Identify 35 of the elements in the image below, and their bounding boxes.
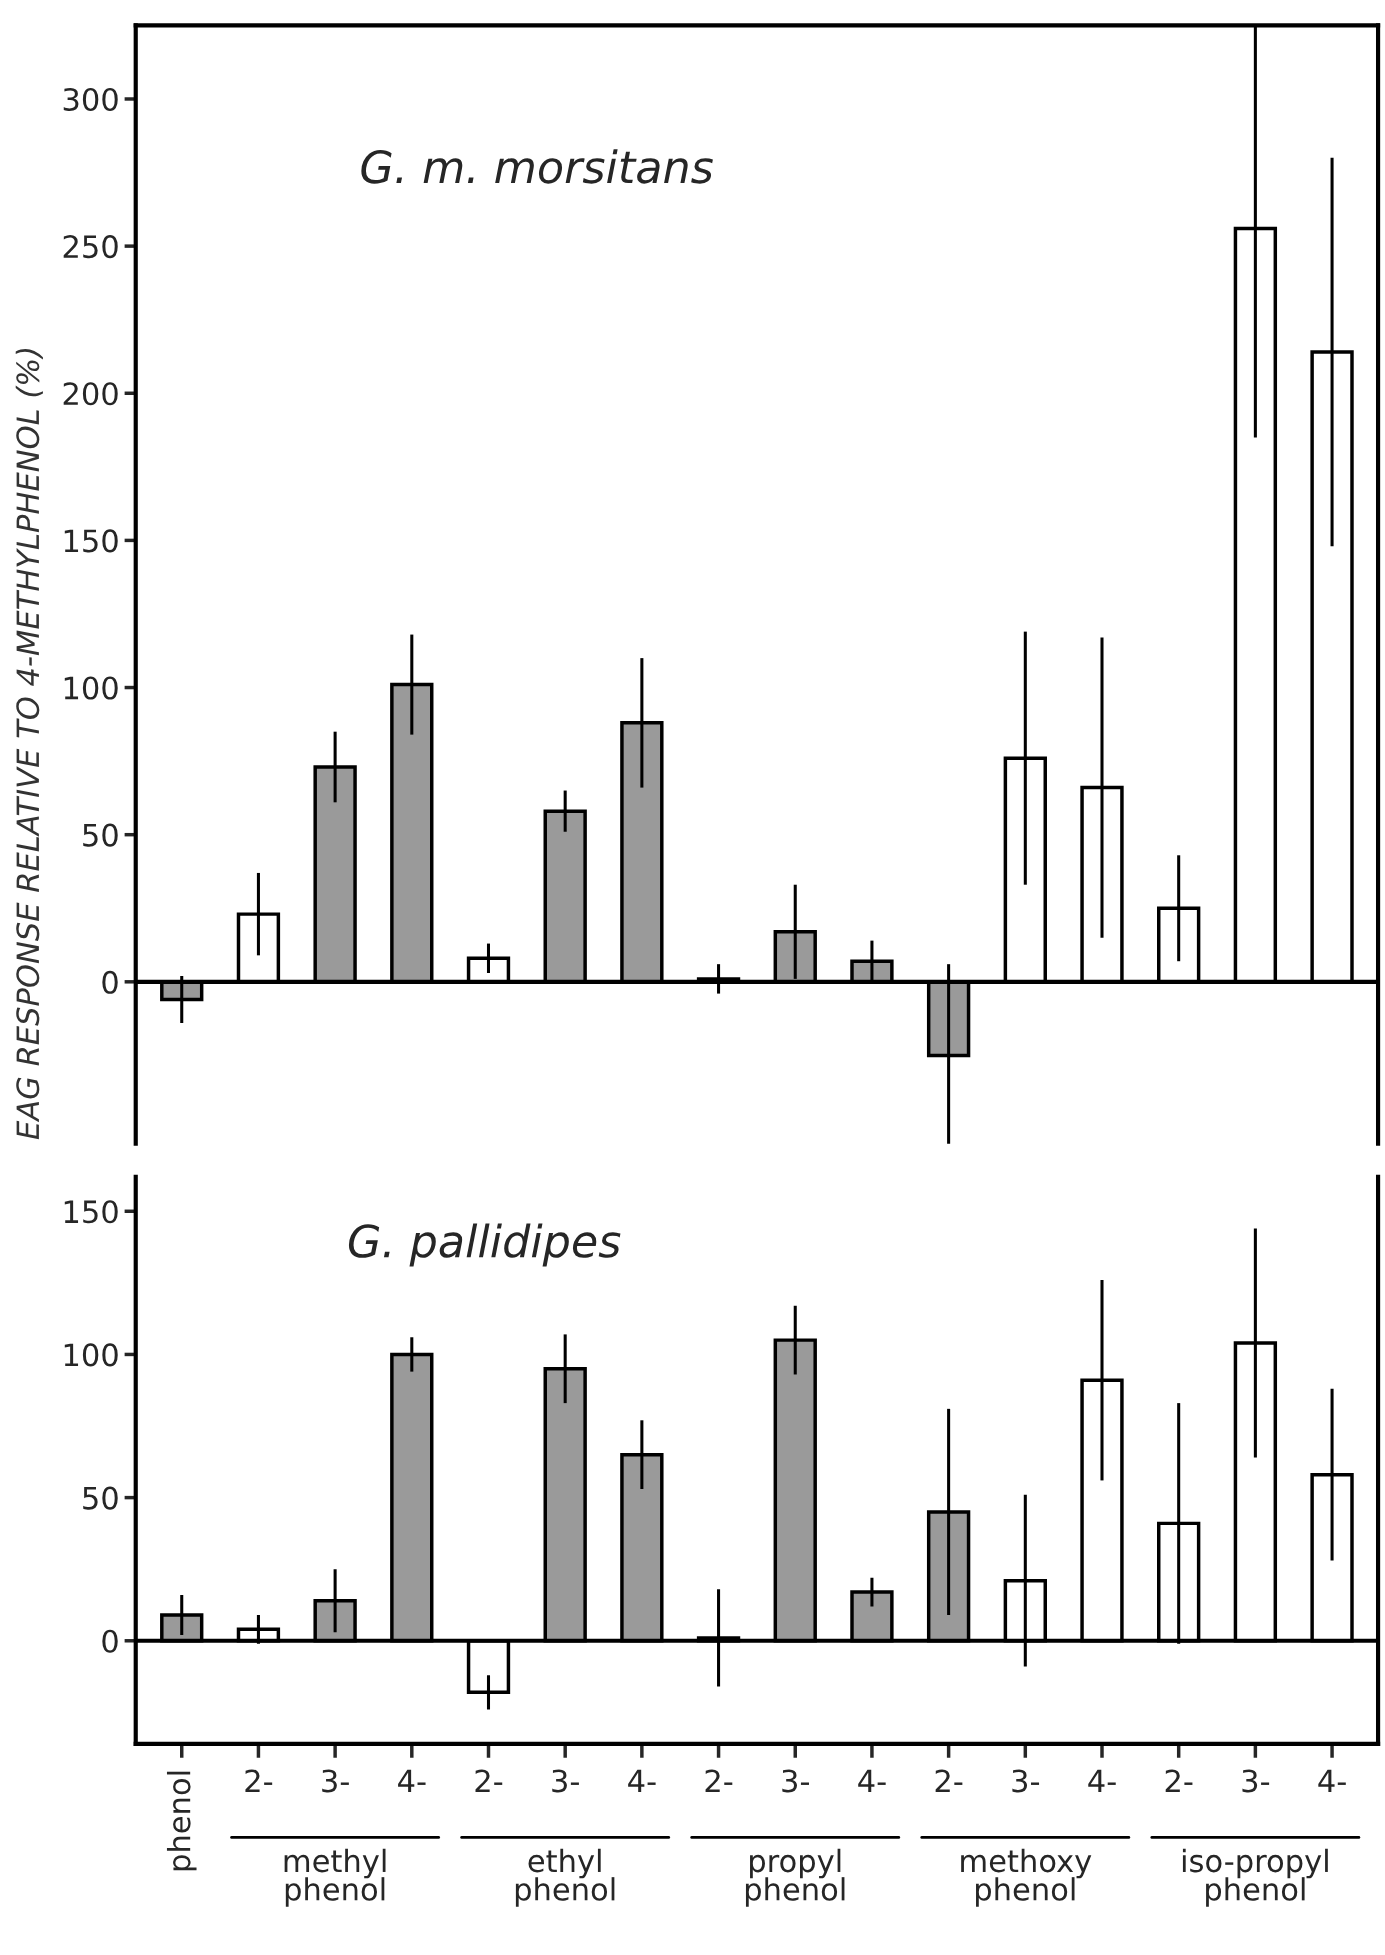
text: G. pallidipes: [348, 1223, 621, 1267]
y-axis-title: EAG RESPONSE RELATIVE TO 4-METHYLPHENOL (%): [15, 348, 43, 1140]
x-tick-label: 2-: [475, 1769, 503, 1793]
x-tick-label: 4-: [1318, 1769, 1346, 1793]
text: G. m. morsitans: [361, 149, 713, 184]
text: methoxy phenol: [961, 1848, 1092, 1907]
x-tick-label: 4-: [858, 1769, 886, 1793]
y-tick-label: 100: [64, 1343, 118, 1367]
y-tick-label: 150: [64, 1200, 118, 1224]
text: methyl phenol: [284, 1848, 386, 1907]
x-tick-label: 2-: [245, 1769, 273, 1793]
y-tick-label: 50: [83, 823, 118, 847]
text: iso-propyl phenol: [1182, 1848, 1328, 1907]
text: ethyl phenol: [515, 1848, 615, 1907]
text: propyl phenol: [745, 1848, 845, 1907]
y-tick-label: 150: [64, 529, 118, 553]
y-tick-label: 0: [102, 970, 118, 994]
x-tick-label: 3-: [1012, 1769, 1040, 1793]
x-tick-label: 3-: [322, 1769, 349, 1793]
x-tick-label: 3-: [552, 1769, 579, 1793]
y-tick-label: 250: [63, 235, 118, 259]
x-tick-label: phenol: [166, 1771, 197, 1871]
y-tick-label: 50: [83, 1486, 118, 1510]
x-tick-label: 4-: [628, 1769, 656, 1793]
x-tick-label: 2-: [705, 1769, 733, 1793]
y-tick-label: 0: [102, 1629, 118, 1653]
x-tick-label: 2-: [935, 1769, 963, 1793]
x-tick-label: 2-: [1165, 1769, 1193, 1793]
y-tick-label: 300: [63, 87, 118, 112]
x-tick-label: 4-: [1088, 1769, 1116, 1793]
y-tick-label: 100: [64, 676, 118, 700]
y-tick-label: 200: [63, 382, 118, 406]
x-tick-label: 4-: [398, 1769, 426, 1793]
x-tick-label: 3-: [1242, 1769, 1270, 1793]
x-tick-label: 3-: [782, 1769, 809, 1793]
